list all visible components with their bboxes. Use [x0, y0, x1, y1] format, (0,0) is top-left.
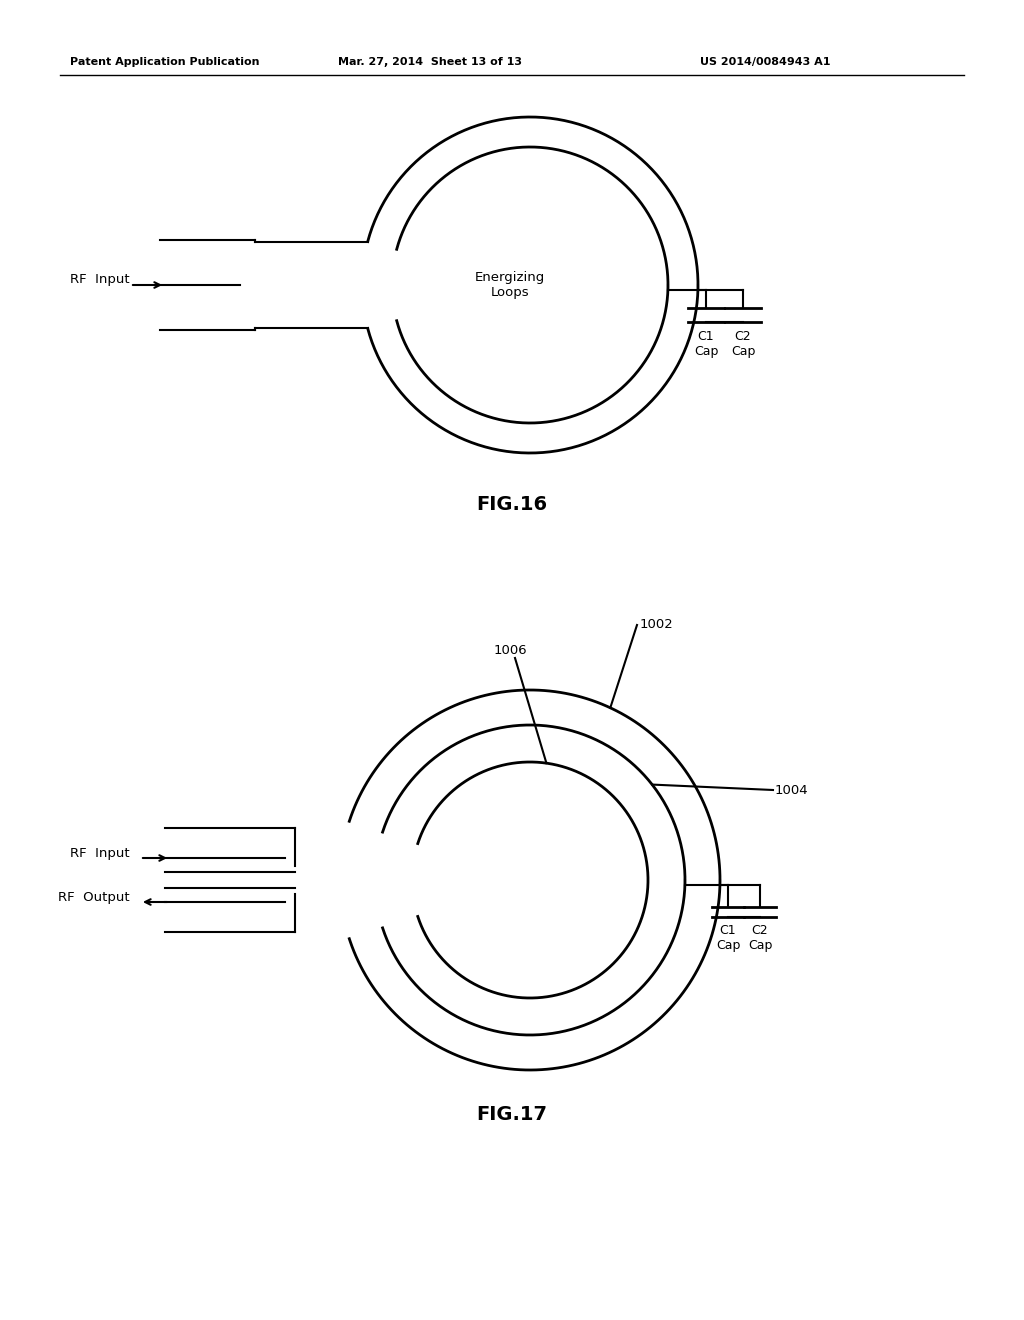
- Text: US 2014/0084943 A1: US 2014/0084943 A1: [700, 57, 830, 67]
- Text: 1002: 1002: [640, 619, 674, 631]
- Text: 1004: 1004: [775, 784, 809, 796]
- Text: C1
Cap: C1 Cap: [694, 330, 718, 358]
- Text: Mar. 27, 2014  Sheet 13 of 13: Mar. 27, 2014 Sheet 13 of 13: [338, 57, 522, 67]
- Text: Patent Application Publication: Patent Application Publication: [70, 57, 259, 67]
- Text: RF  Output: RF Output: [58, 891, 130, 903]
- Text: C1
Cap: C1 Cap: [716, 924, 740, 952]
- Text: RF  Input: RF Input: [71, 273, 130, 286]
- Text: 1006: 1006: [494, 644, 526, 656]
- Text: RF  Input: RF Input: [71, 846, 130, 859]
- Text: FIG.16: FIG.16: [476, 495, 548, 515]
- Text: FIG.17: FIG.17: [476, 1106, 548, 1125]
- Text: Energizing
Loops: Energizing Loops: [475, 271, 545, 300]
- Text: C2
Cap: C2 Cap: [748, 924, 772, 952]
- Text: C2
Cap: C2 Cap: [731, 330, 755, 358]
